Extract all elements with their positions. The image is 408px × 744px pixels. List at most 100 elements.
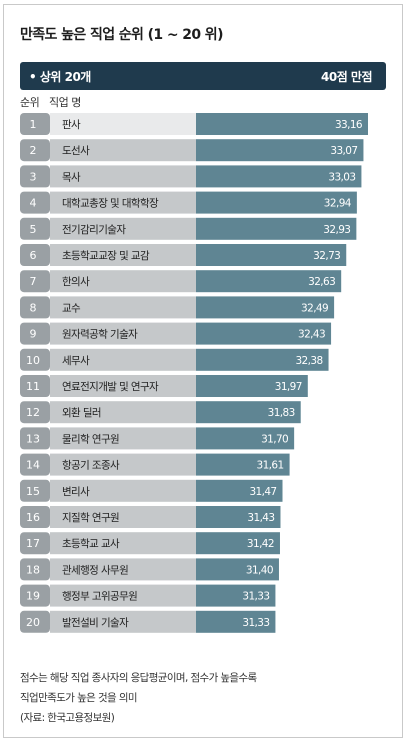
rank-cell [20, 322, 50, 345]
rank-label: 11 [26, 380, 40, 393]
rank-label: 4 [30, 197, 37, 210]
rank-label: 19 [26, 590, 40, 603]
job-label-bg [50, 139, 196, 162]
job-label-bg [50, 270, 196, 293]
rank-cell [20, 191, 50, 214]
rank-label: 13 [26, 432, 40, 445]
rank-label: 12 [26, 406, 40, 419]
value-label: 31,40 [246, 564, 273, 576]
job-label-bg [50, 375, 196, 397]
value-label: 32,93 [323, 224, 350, 236]
job-label-bg [50, 584, 196, 607]
rank-cell [20, 165, 50, 188]
rank-cell [20, 244, 50, 266]
rank-label: 8 [30, 301, 37, 314]
job-label: 판사 [62, 119, 81, 131]
bar [196, 453, 290, 476]
bar [196, 348, 329, 371]
rank-cell [20, 453, 50, 476]
job-label: 항공기 조종사 [62, 460, 120, 472]
rank-label: 6 [30, 249, 37, 262]
job-label-bg [50, 558, 196, 581]
value-label: 32,38 [295, 355, 322, 367]
job-label-bg [50, 532, 196, 555]
job-label-bg [50, 217, 196, 240]
rank-cell [20, 506, 50, 528]
rank-cell [20, 584, 50, 607]
job-label: 행정부 고위공무원 [62, 590, 137, 603]
rank-cell [20, 427, 50, 450]
bar [196, 532, 280, 555]
value-label: 31,33 [242, 617, 269, 629]
bar [196, 165, 362, 188]
rank-cell [20, 532, 50, 555]
chart-title: 만족도 높은 직업 순위 (1 ~ 20 위) [20, 27, 223, 43]
bar [196, 401, 301, 424]
rank-label: 3 [30, 170, 37, 183]
value-label: 31,33 [242, 591, 269, 603]
bar [196, 375, 308, 397]
rank-cell [20, 113, 50, 135]
job-label-bg [50, 165, 196, 188]
value-label: 33,16 [335, 119, 363, 131]
job-label: 관세행정 사무원 [62, 564, 128, 576]
rank-label: 18 [26, 563, 40, 576]
value-label: 32,63 [308, 276, 335, 288]
rank-cell [20, 375, 50, 397]
job-label: 세무사 [62, 355, 90, 367]
rank-label: 1 [30, 118, 37, 131]
rank-label: 20 [26, 616, 40, 629]
job-label: 초등학교교장 및 교감 [62, 250, 150, 262]
bar [196, 427, 295, 450]
job-label: 발전설비 기술자 [62, 617, 129, 629]
rank-label: 15 [26, 485, 40, 498]
job-label: 연료전지개발 및 연구자 [62, 381, 159, 393]
job-label-bg [50, 453, 196, 476]
rank-cell [20, 558, 50, 581]
value-label: 31,47 [249, 486, 276, 498]
value-label: 31,70 [261, 433, 288, 445]
job-label: 변리사 [62, 486, 90, 498]
job-label: 한의사 [62, 276, 90, 288]
value-label: 31,83 [268, 407, 295, 419]
rank-cell [20, 296, 50, 319]
rank-label: 5 [30, 223, 37, 236]
bar [196, 506, 281, 528]
job-label: 물리학 연구원 [62, 433, 119, 445]
job-label-bg [50, 113, 196, 135]
job-label: 교수 [62, 302, 81, 314]
rank-label: 9 [30, 328, 37, 341]
job-label: 원자력공학 기술자 [62, 329, 138, 341]
header-top20-label: • 상위 20개 [29, 70, 91, 84]
value-label: 31,42 [247, 538, 274, 550]
bar [196, 217, 357, 240]
rank-label: 16 [26, 511, 40, 524]
bar [196, 296, 335, 319]
rank-cell [20, 401, 50, 424]
value-label: 32,94 [324, 198, 352, 210]
rank-label: 17 [26, 537, 40, 550]
value-label: 32,73 [313, 250, 340, 262]
job-label-bg [50, 427, 196, 450]
rank-cell [20, 348, 50, 371]
rank-cell [20, 479, 50, 502]
job-label-bg [50, 479, 196, 502]
job-label-bg [50, 610, 196, 633]
job-label: 도선사 [62, 145, 90, 157]
value-label: 32,43 [298, 329, 325, 341]
bar [196, 584, 276, 607]
footnote-line-2: 직업만족도가 높은 것을 의미 [20, 692, 138, 704]
footnote-line-3: (자료: 한국고용정보원) [20, 712, 115, 724]
footnote: 점수는 해당 직업 종사자의 응답평균이며, 점수가 높을수록 직업만족도가 높… [20, 668, 257, 728]
bar [196, 610, 276, 633]
rank-label: 7 [30, 275, 37, 288]
rank-cell [20, 217, 50, 240]
job-label: 목사 [62, 171, 81, 183]
job-label: 전기감리기술자 [62, 224, 126, 236]
rank-label: 10 [26, 354, 40, 367]
value-label: 32,49 [301, 302, 328, 314]
column-header-job: 직업 명 [49, 96, 81, 109]
rank-label: 2 [30, 144, 37, 157]
job-label-bg [50, 191, 196, 214]
